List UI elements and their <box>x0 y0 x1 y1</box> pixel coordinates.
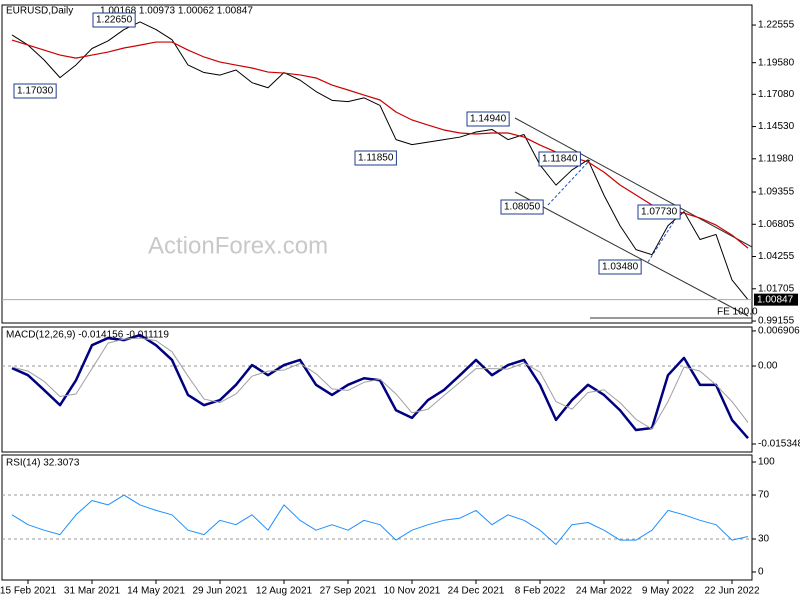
watermark: ActionForex.com <box>148 232 328 259</box>
macd-title: MACD(12,26,9) -0.014156 -0.011119 <box>6 330 169 341</box>
y-tick-label: 1.04255 <box>758 251 795 262</box>
last-price-label: 1.00847 <box>757 294 794 305</box>
annotation: 1.08050 <box>504 202 541 213</box>
x-tick-label: 12 Aug 2021 <box>256 586 313 597</box>
annotation-box <box>538 151 581 167</box>
series-line <box>11 333 749 440</box>
x-tick-label: 24 Mar 2022 <box>576 586 633 597</box>
y-tick-label: 1.14530 <box>758 121 795 132</box>
x-tick-label: 24 Dec 2021 <box>448 586 505 597</box>
x-tick-label: 8 Feb 2022 <box>515 586 566 597</box>
y-tick-label: 100 <box>758 457 775 468</box>
y-tick-label: 1.01705 <box>758 283 795 294</box>
annotation-box <box>500 199 544 215</box>
y-tick-label: 30 <box>758 534 770 545</box>
x-tick-label: 27 Sep 2021 <box>320 586 377 597</box>
x-tick-label: 29 Jun 2021 <box>192 586 247 597</box>
channel-upper <box>514 117 753 248</box>
y-tick-label: 70 <box>758 490 770 501</box>
annotation: 1.17030 <box>17 86 54 97</box>
macd-panel <box>1 326 753 453</box>
y-tick-label: 1.22555 <box>758 20 795 31</box>
y-tick-label: 0.006906 <box>758 326 800 337</box>
annotation: 1.11850 <box>358 153 394 164</box>
annotation: FE 100.0 <box>717 307 758 318</box>
x-tick-label: 22 Jun 2022 <box>704 586 759 597</box>
price-title: EURUSD,Daily <box>6 6 73 17</box>
x-tick-label: 15 Feb 2021 <box>0 586 57 597</box>
last-price-box <box>754 293 798 306</box>
x-tick-label: 14 May 2021 <box>127 586 185 597</box>
pivot-line <box>547 159 591 206</box>
y-tick-label: 0 <box>758 567 764 578</box>
x-tick-label: 10 Nov 2021 <box>384 586 441 597</box>
annotation: 1.11840 <box>542 154 578 165</box>
channel-lower <box>514 191 749 317</box>
rsi-panel <box>1 454 753 581</box>
y-tick-label: 0.99155 <box>758 316 795 327</box>
y-tick-label: 1.06805 <box>758 219 795 230</box>
series-line <box>11 337 749 430</box>
y-tick-label: 0.00 <box>758 361 778 372</box>
rsi-title: RSI(14) 32.3073 <box>6 458 80 469</box>
x-tick-label: 9 May 2022 <box>642 586 695 597</box>
annotation: 1.07730 <box>641 207 678 218</box>
annotation-box <box>466 111 510 127</box>
y-tick-label: 1.11980 <box>758 153 794 164</box>
annotation: 1.22650 <box>96 15 133 26</box>
annotation-box <box>598 259 642 275</box>
price-ohlc: 1.00168 1.00973 1.00062 1.00847 <box>100 6 253 17</box>
price-panel <box>1 4 753 324</box>
y-tick-label: 1.19580 <box>758 57 795 68</box>
x-tick-label: 31 Mar 2021 <box>64 586 121 597</box>
annotation-box <box>13 83 57 99</box>
series-line <box>11 39 749 249</box>
series-line <box>11 494 749 545</box>
y-tick-label: 1.09355 <box>758 187 795 198</box>
annotation: 1.03480 <box>602 262 639 273</box>
annotation-box <box>637 204 681 220</box>
y-tick-label: 1.17080 <box>758 89 795 100</box>
y-tick-label: -0.015348 <box>758 439 800 450</box>
annotation-box <box>92 12 136 28</box>
annotation-box <box>354 150 397 166</box>
annotation: 1.14940 <box>470 114 507 125</box>
